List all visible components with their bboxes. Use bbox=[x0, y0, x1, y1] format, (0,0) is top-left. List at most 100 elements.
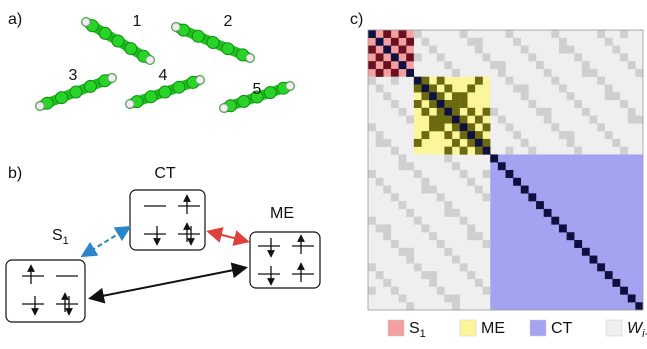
matrix-cell bbox=[399, 201, 407, 209]
matrix-cell bbox=[528, 100, 536, 108]
matrix-cell bbox=[605, 38, 613, 46]
matrix-cell bbox=[399, 162, 407, 170]
legend-swatch bbox=[530, 320, 546, 336]
matrix-cell bbox=[414, 100, 422, 108]
molecule-label: 3 bbox=[69, 67, 78, 84]
ct-box bbox=[130, 190, 205, 250]
matrix-cell bbox=[406, 38, 414, 46]
matrix-cell bbox=[498, 116, 506, 124]
matrix-cell bbox=[498, 69, 506, 77]
matrix-cell bbox=[551, 77, 559, 85]
matrix-cell bbox=[368, 61, 376, 69]
matrix-cell bbox=[444, 294, 452, 302]
matrix-cell bbox=[567, 131, 575, 139]
hydrogen bbox=[196, 76, 204, 84]
hydrogen bbox=[286, 82, 294, 90]
matrix-cell bbox=[437, 108, 445, 116]
ring bbox=[192, 30, 204, 42]
ring bbox=[84, 80, 96, 92]
matrix-cell bbox=[383, 139, 391, 147]
matrix-cell bbox=[452, 92, 460, 100]
matrix-cell bbox=[376, 131, 384, 139]
matrix-cell bbox=[376, 53, 384, 61]
matrix-cell bbox=[368, 263, 376, 271]
matrix-cell bbox=[467, 271, 475, 279]
matrix-cell bbox=[437, 287, 445, 295]
matrix-cell bbox=[559, 224, 567, 232]
matrix-cell bbox=[437, 92, 445, 100]
matrix-cell bbox=[452, 69, 460, 77]
matrix-cell bbox=[528, 53, 536, 61]
matrix-cell bbox=[475, 116, 483, 124]
matrix-cell bbox=[506, 147, 514, 155]
matrix-cell bbox=[429, 271, 437, 279]
matrix-cell bbox=[628, 108, 636, 116]
matrix-cell bbox=[467, 108, 475, 116]
state-label: ME bbox=[270, 205, 294, 222]
matrix-cell bbox=[383, 186, 391, 194]
state-label: CT bbox=[154, 165, 176, 182]
molecule bbox=[172, 23, 254, 62]
hydrogen bbox=[126, 100, 134, 108]
matrix-cell bbox=[421, 84, 429, 92]
matrix-cell bbox=[605, 84, 613, 92]
matrix-cell bbox=[368, 217, 376, 225]
matrix-cell bbox=[483, 193, 491, 201]
matrix-cell bbox=[437, 123, 445, 131]
matrix-cell bbox=[421, 38, 429, 46]
matrix-cell bbox=[406, 256, 414, 264]
matrix-cell bbox=[399, 46, 407, 54]
matrix-cell bbox=[620, 30, 628, 38]
coupling-arrow bbox=[210, 232, 246, 241]
legend: S1MECTWi-j bbox=[388, 320, 647, 340]
matrix-cell bbox=[437, 193, 445, 201]
matrix-cell bbox=[429, 92, 437, 100]
matrix-cell bbox=[574, 240, 582, 248]
matrix-cell bbox=[444, 209, 452, 217]
matrix-cell bbox=[391, 240, 399, 248]
matrix-cell bbox=[628, 116, 636, 124]
matrix-cell bbox=[376, 84, 384, 92]
ring bbox=[222, 43, 234, 55]
coupling-arrow bbox=[92, 268, 244, 298]
matrix-cell bbox=[612, 92, 620, 100]
matrix-cell bbox=[452, 294, 460, 302]
matrix-cell bbox=[444, 108, 452, 116]
s1-box bbox=[6, 260, 85, 322]
matrix-cell bbox=[399, 108, 407, 116]
hydrogen bbox=[246, 54, 254, 62]
matrix-cell bbox=[506, 77, 514, 85]
matrix-cell bbox=[460, 100, 468, 108]
matrix-cell bbox=[429, 232, 437, 240]
matrix-cell bbox=[414, 77, 422, 85]
matrix-cell bbox=[467, 123, 475, 131]
molecule-label: 4 bbox=[159, 67, 168, 84]
hydrogen bbox=[36, 102, 44, 110]
matrix-cell bbox=[383, 30, 391, 38]
matrix-cell bbox=[597, 123, 605, 131]
matrix-cell bbox=[421, 92, 429, 100]
matrix-cell bbox=[620, 287, 628, 295]
matrix-cell bbox=[414, 263, 422, 271]
matrix-cell bbox=[635, 116, 643, 124]
matrix-cell bbox=[406, 69, 414, 77]
hydrogen bbox=[146, 56, 154, 64]
legend-label: S1 bbox=[409, 320, 426, 340]
matrix-cell bbox=[368, 77, 376, 85]
legend-swatch bbox=[388, 320, 404, 336]
matrix-cell bbox=[498, 61, 506, 69]
matrix-cell bbox=[483, 108, 491, 116]
matrix-cell bbox=[490, 154, 498, 162]
ring bbox=[207, 37, 219, 49]
matrix-cell bbox=[551, 30, 559, 38]
matrix-cell bbox=[605, 92, 613, 100]
matrix-cell bbox=[414, 170, 422, 178]
matrix-cell bbox=[452, 116, 460, 124]
matrix-cell bbox=[391, 38, 399, 46]
matrix-cell bbox=[460, 92, 468, 100]
matrix-cell bbox=[559, 84, 567, 92]
matrix-cell bbox=[406, 302, 414, 310]
matrix-cell bbox=[376, 271, 384, 279]
matrix-cell bbox=[551, 123, 559, 131]
